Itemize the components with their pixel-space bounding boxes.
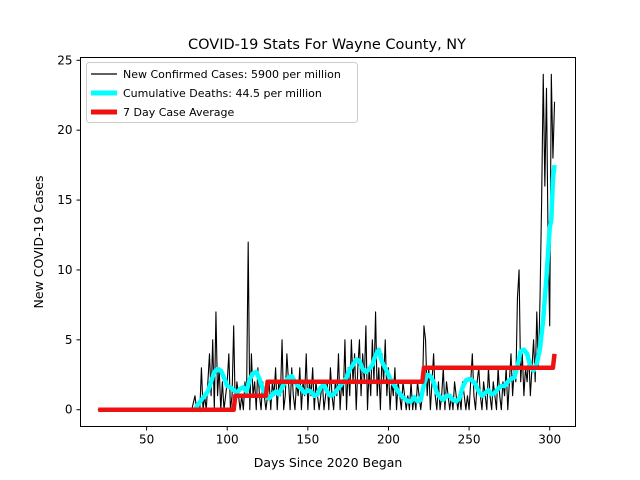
y-axis: 0 5 10 15 20 25 <box>57 53 81 417</box>
y-axis-label: New COVID-19 Cases <box>31 176 46 309</box>
x-tick-label: 100 <box>216 433 239 447</box>
x-axis: 50 100 150 200 250 300 <box>139 426 561 447</box>
legend-box <box>86 62 358 123</box>
x-tick-label: 150 <box>296 433 319 447</box>
legend-label-cases: New Confirmed Cases: 5900 per million <box>123 68 341 81</box>
legend: New Confirmed Cases: 5900 per million Cu… <box>86 62 358 123</box>
x-tick-label: 250 <box>458 433 481 447</box>
x-tick-label: 200 <box>377 433 400 447</box>
legend-label-average: 7 Day Case Average <box>123 106 235 119</box>
y-tick-label: 0 <box>65 403 73 417</box>
series-line-7-day-average <box>98 353 557 412</box>
chart-title: COVID-19 Stats For Wayne County, NY <box>188 37 466 53</box>
legend-label-deaths: Cumulative Deaths: 44.5 per million <box>123 87 322 100</box>
x-tick-label: 300 <box>538 433 561 447</box>
x-axis-label: Days Since 2020 Began <box>254 455 403 470</box>
series-line-cumulative-deaths <box>193 164 557 411</box>
y-tick-label: 5 <box>65 333 73 347</box>
y-tick-label: 10 <box>57 263 72 277</box>
plot-area <box>97 73 557 412</box>
plot-frame <box>80 57 576 427</box>
y-tick-label: 15 <box>57 193 72 207</box>
y-tick-label: 25 <box>57 53 72 67</box>
x-tick-label: 50 <box>139 433 154 447</box>
y-tick-label: 20 <box>57 123 72 137</box>
